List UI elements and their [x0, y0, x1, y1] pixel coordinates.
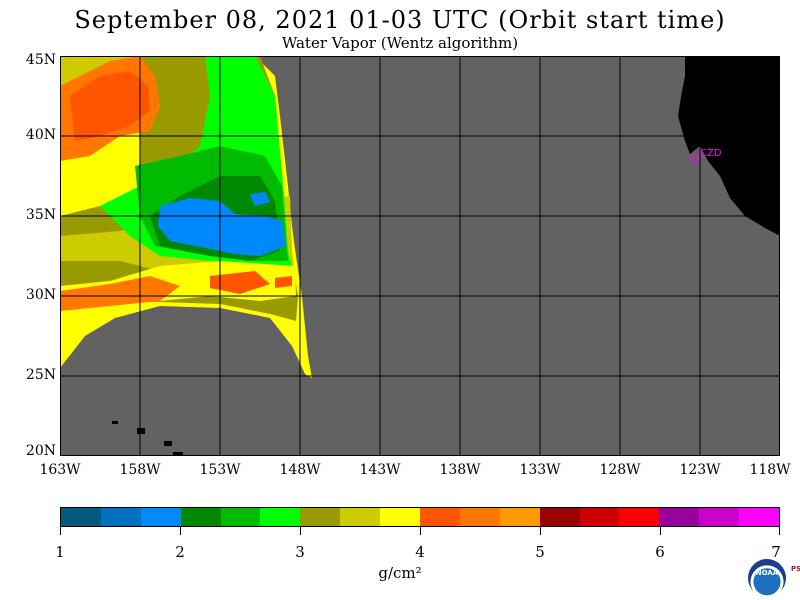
- colorbar-swatch: [459, 508, 500, 526]
- lon-label-133w: 133W: [519, 462, 561, 478]
- colorbar-label-5: 5: [535, 543, 545, 561]
- swath-region-orange-band: [60, 276, 180, 311]
- station-marker: [689, 153, 699, 163]
- graticule: [60, 56, 780, 456]
- colorbar-swatch: [100, 508, 141, 526]
- swath-region-blue: [158, 198, 286, 256]
- hawaii-island-2: [137, 428, 145, 434]
- lon-label-163w: 163W: [39, 462, 81, 478]
- colorbar-label-6: 6: [655, 543, 665, 561]
- lat-label-35n: 35N: [25, 207, 56, 223]
- noaa-logo-text: NOAA: [755, 569, 779, 577]
- colorbar-swatch: [220, 508, 261, 526]
- colorbar-swatch: [659, 508, 700, 526]
- lon-label-158w: 158W: [119, 462, 161, 478]
- lon-label-153w: 153W: [199, 462, 241, 478]
- colorbar-swatch: [61, 508, 101, 526]
- lon-label-128w: 128W: [599, 462, 641, 478]
- colorbar-swatch: [579, 508, 620, 526]
- lon-label-118w: 118W: [749, 462, 791, 478]
- map-frame: [60, 56, 780, 456]
- psl-logo-text: PSL: [791, 565, 800, 573]
- swath-region-blue-north: [250, 192, 270, 206]
- colorbar-swatch: [420, 508, 460, 526]
- colorbar-ticks: [60, 527, 780, 535]
- swath-region-orange-band-2: [210, 271, 270, 294]
- colorbar-swatch: [619, 508, 660, 526]
- lon-label-138w: 138W: [439, 462, 481, 478]
- colorbar-swatch: [539, 508, 580, 526]
- lat-label-40n: 40N: [25, 127, 56, 143]
- lon-label-123w: 123W: [679, 462, 721, 478]
- colorbar-label-4: 4: [415, 543, 425, 561]
- lat-label-30n: 30N: [25, 287, 56, 303]
- colorbar-swatch: [499, 508, 540, 526]
- colorbar-label-1: 1: [55, 543, 65, 561]
- colorbar-units: g/cm²: [378, 564, 422, 582]
- colorbar: [60, 507, 780, 527]
- colorbar-swatch: [340, 508, 381, 526]
- colorbar-swatch: [260, 508, 301, 526]
- colorbar-label-3: 3: [295, 543, 305, 561]
- colorbar-label-7: 7: [771, 543, 781, 561]
- lat-label-20n: 20N: [25, 443, 56, 459]
- colorbar-swatch: [739, 508, 780, 526]
- lon-label-143w: 143W: [359, 462, 401, 478]
- station-label: CZD: [700, 148, 722, 159]
- hawaii-island-3: [164, 441, 172, 446]
- swath-region-red-orange-east: [275, 276, 292, 288]
- map-subtitle: Water Vapor (Wentz algorithm): [281, 34, 519, 52]
- noaa-logo: NOAA: [748, 559, 786, 597]
- colorbar-swatch: [180, 508, 221, 526]
- north-america-landmass: [678, 56, 780, 236]
- colorbar-swatch: [699, 508, 740, 526]
- water-vapor-map: CZD: [60, 56, 780, 456]
- map-title: September 08, 2021 01-03 UTC (Orbit star…: [74, 6, 726, 34]
- hawaii-island-4: [173, 452, 183, 456]
- swath-region-red-orange-north: [70, 71, 150, 141]
- lat-label-25n: 25N: [25, 367, 56, 383]
- lat-label-45n: 45N: [25, 52, 56, 68]
- map-svg: CZD: [60, 56, 780, 456]
- colorbar-swatch: [140, 508, 181, 526]
- lon-label-148w: 148W: [279, 462, 321, 478]
- hawaii-island-1: [112, 421, 118, 424]
- colorbar-label-2: 2: [175, 543, 185, 561]
- colorbar-swatch: [380, 508, 421, 526]
- colorbar-swatch: [300, 508, 341, 526]
